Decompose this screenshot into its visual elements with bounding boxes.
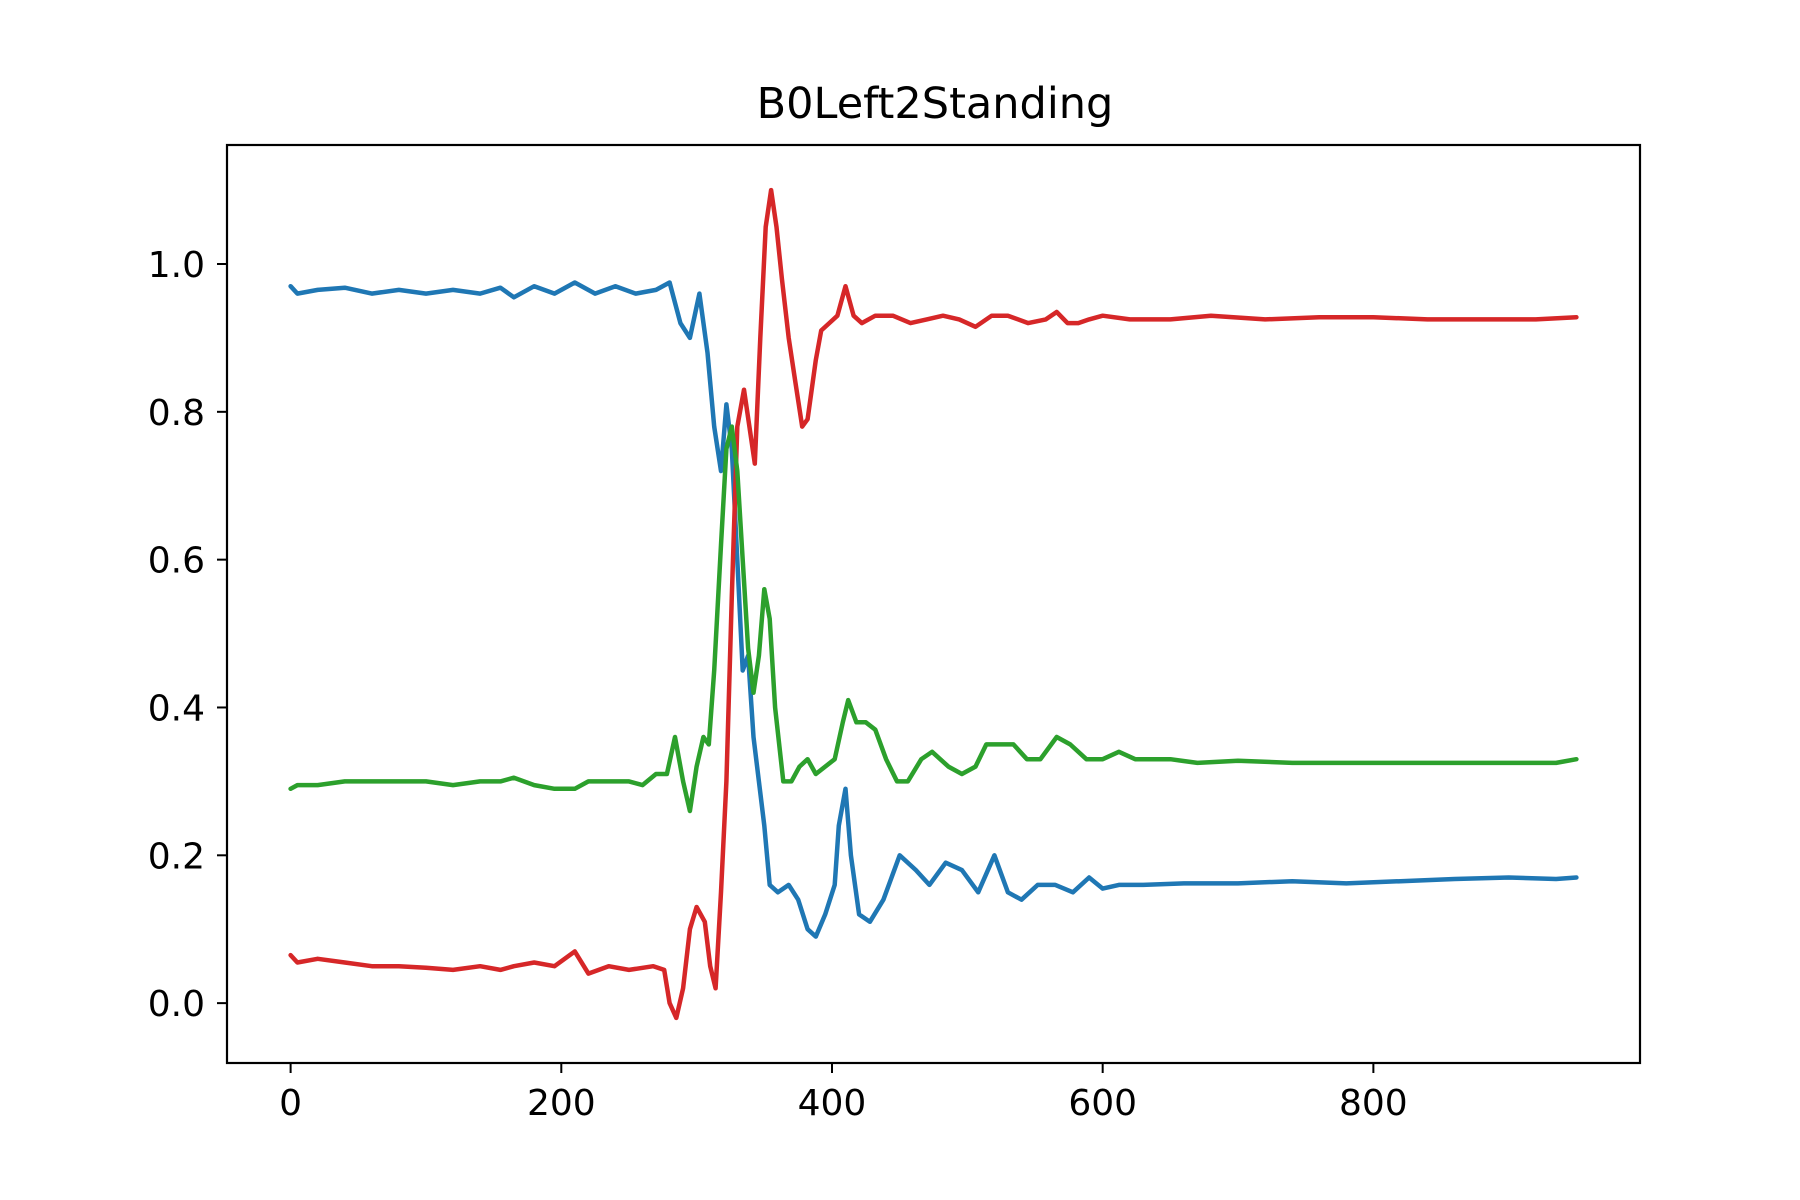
y-tick-label: 0.8 xyxy=(148,393,205,434)
chart-title: B0Left2Standing xyxy=(757,79,1114,129)
series-line-2 xyxy=(288,187,1579,1021)
y-tick-label: 0.0 xyxy=(148,984,205,1025)
x-tick-label: 200 xyxy=(527,1083,596,1124)
y-tick-label: 0.4 xyxy=(148,688,205,729)
x-tick-label: 400 xyxy=(798,1083,867,1124)
y-tick-label: 0.6 xyxy=(148,541,205,582)
series-layer xyxy=(288,187,1579,1021)
series-line-1 xyxy=(288,280,1579,939)
x-axis: 0 200 400 600 800 xyxy=(279,1063,1408,1124)
x-tick-label: 800 xyxy=(1339,1083,1408,1124)
y-tick-label: 0.2 xyxy=(148,836,205,877)
x-tick-label: 600 xyxy=(1068,1083,1137,1124)
y-axis: 0.0 0.2 0.4 0.6 0.8 1.0 xyxy=(148,245,227,1025)
y-tick-label: 1.0 xyxy=(148,245,205,286)
plot-frame xyxy=(225,143,1642,1065)
series-line-3 xyxy=(288,424,1579,814)
x-tick-label: 0 xyxy=(279,1083,302,1124)
